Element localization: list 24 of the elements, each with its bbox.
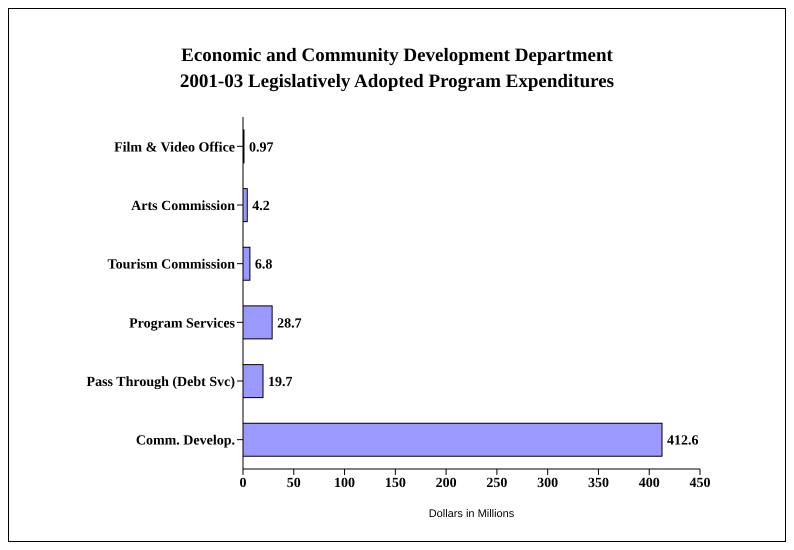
y-tick-label: Pass Through (Debt Svc) (86, 374, 236, 390)
y-tick-label: Comm. Develop. (136, 434, 235, 449)
x-tick-label: 250 (486, 476, 508, 491)
x-tick-label: 0 (240, 476, 246, 491)
x-tick-label: 150 (384, 476, 406, 491)
y-tick-label: Program Services (129, 316, 236, 332)
x-tick-label: 300 (537, 476, 558, 491)
y-tick-label: Tourism Commission (108, 258, 236, 273)
x-tick-label: 100 (334, 476, 356, 491)
y-tick-label: Arts Commission (131, 198, 236, 214)
y-tick-label: Film & Video Office (114, 140, 235, 156)
data-label: 6.8 (254, 258, 272, 273)
x-tick-label: 450 (690, 476, 710, 491)
x-tick-label: 200 (436, 476, 457, 491)
data-label: 412.6 (667, 434, 699, 449)
data-label: 19.7 (268, 375, 293, 390)
chart-title: Economic and Community Development Department 2001-03 Legislatively Adopted Program Expenditures (178, 44, 616, 94)
data-label: 0.97 (248, 140, 274, 156)
data-label: 4.2 (252, 199, 270, 214)
x-tick-label: 50 (286, 476, 301, 491)
data-label: 28.7 (277, 316, 302, 332)
x-tick-label: 400 (638, 476, 660, 491)
x-tick-label: 350 (588, 476, 609, 491)
x-axis-title: Dollars in Millions (428, 508, 515, 520)
